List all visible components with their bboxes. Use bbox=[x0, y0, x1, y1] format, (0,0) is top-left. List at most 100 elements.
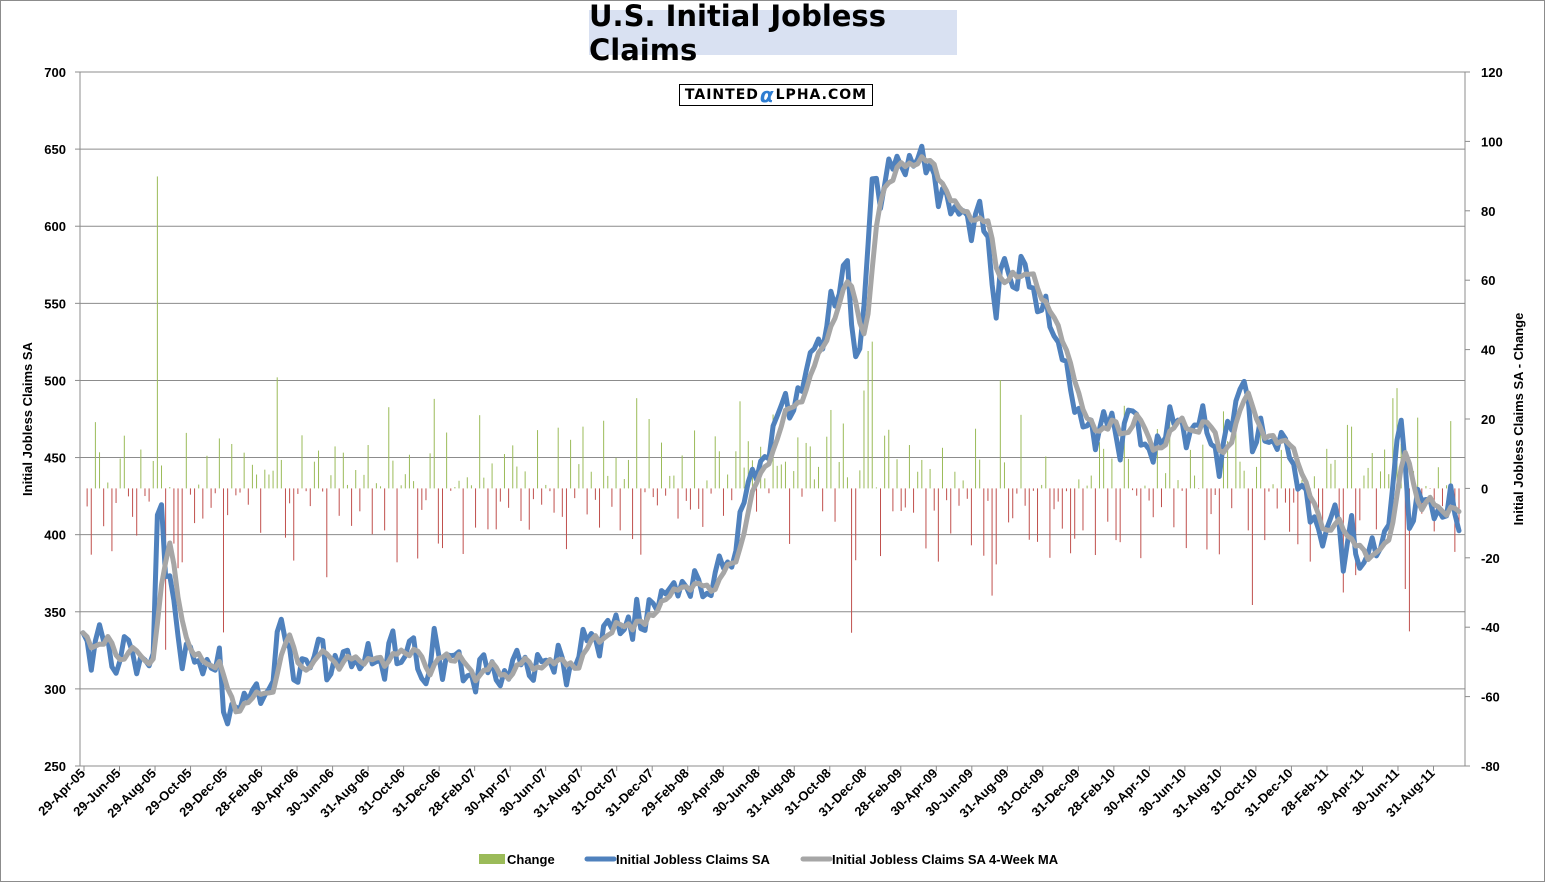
change-bar bbox=[983, 488, 985, 556]
change-bar bbox=[318, 450, 320, 489]
change-bar bbox=[764, 478, 766, 489]
change-bar bbox=[413, 481, 415, 489]
change-bar bbox=[710, 488, 712, 494]
y-right-tick-label: 100 bbox=[1481, 134, 1503, 149]
legend: Change Initial Jobless Claims SA Initial… bbox=[479, 852, 1059, 867]
change-bar bbox=[1082, 488, 1084, 531]
change-bar bbox=[417, 488, 419, 559]
change-bar bbox=[888, 429, 890, 489]
change-bar bbox=[830, 409, 832, 489]
change-bar bbox=[1152, 488, 1154, 518]
change-bar bbox=[937, 488, 939, 562]
change-bar bbox=[392, 460, 394, 489]
change-bar bbox=[1049, 488, 1051, 558]
change-bar bbox=[669, 475, 671, 489]
y-left-tick-label: 400 bbox=[44, 528, 66, 543]
axes-layer bbox=[75, 71, 1470, 771]
change-bar bbox=[520, 488, 522, 522]
watermark-logo: TAINTED α LPHA.COM bbox=[679, 83, 873, 107]
change-bar bbox=[1450, 421, 1452, 489]
change-bar bbox=[570, 439, 572, 489]
change-bar bbox=[1346, 424, 1348, 489]
change-bar bbox=[822, 488, 824, 512]
change-bar bbox=[268, 474, 270, 489]
change-bar bbox=[148, 488, 150, 502]
change-bar bbox=[739, 401, 741, 489]
change-bar bbox=[210, 488, 212, 508]
change-bar bbox=[768, 488, 770, 494]
change-bar bbox=[1326, 448, 1328, 489]
change-bar bbox=[1173, 488, 1175, 528]
change-bar bbox=[454, 487, 456, 489]
change-bar bbox=[756, 488, 758, 512]
change-bar bbox=[136, 488, 138, 536]
change-bar bbox=[884, 435, 886, 489]
change-bar bbox=[1107, 488, 1109, 522]
change-bar bbox=[375, 483, 377, 489]
change-bar bbox=[532, 488, 534, 500]
change-bar bbox=[247, 488, 249, 505]
change-bar bbox=[685, 488, 687, 501]
y-axis-left-title: Initial Jobless Claims SA bbox=[20, 341, 35, 495]
change-bar bbox=[842, 423, 844, 489]
change-bar bbox=[623, 479, 625, 489]
change-bar bbox=[640, 488, 642, 555]
chart-title: U.S. Initial Jobless Claims bbox=[589, 0, 886, 67]
change-bar bbox=[1437, 467, 1439, 489]
change-bar bbox=[144, 488, 146, 497]
change-bar bbox=[1210, 488, 1212, 515]
change-bar bbox=[698, 488, 700, 509]
change-bar bbox=[1458, 488, 1460, 526]
change-bar bbox=[855, 488, 857, 561]
change-bar bbox=[880, 488, 882, 557]
change-bar bbox=[301, 435, 303, 489]
change-bar bbox=[921, 459, 923, 489]
change-bar bbox=[578, 464, 580, 489]
change-bar bbox=[648, 419, 650, 489]
y-left-tick-label: 300 bbox=[44, 682, 66, 697]
change-bar bbox=[1322, 488, 1324, 527]
change-bar bbox=[1408, 488, 1410, 632]
change-bar bbox=[334, 446, 336, 489]
y-right-tick-label: 40 bbox=[1481, 343, 1495, 358]
ma-line bbox=[80, 154, 1462, 715]
change-bar bbox=[1177, 480, 1179, 489]
change-bar bbox=[1243, 470, 1245, 489]
change-bar bbox=[834, 488, 836, 522]
change-bar bbox=[1008, 488, 1010, 523]
change-bar bbox=[838, 462, 840, 489]
change-bar bbox=[396, 488, 398, 563]
change-bar bbox=[1020, 414, 1022, 489]
change-bar bbox=[487, 488, 489, 530]
change-bar bbox=[776, 465, 778, 489]
change-bar bbox=[495, 488, 497, 530]
change-bar bbox=[322, 488, 324, 492]
change-bar bbox=[962, 480, 964, 489]
y-right-tick-label: 0 bbox=[1481, 481, 1488, 496]
change-bar bbox=[636, 398, 638, 489]
change-bar bbox=[1342, 488, 1344, 593]
change-bar bbox=[1045, 456, 1047, 489]
change-bar bbox=[1289, 488, 1291, 532]
change-bar bbox=[908, 445, 910, 489]
change-bar bbox=[1037, 488, 1039, 542]
change-bar bbox=[867, 350, 869, 489]
y-right-tick-label: -60 bbox=[1481, 690, 1500, 705]
change-bar bbox=[574, 488, 576, 499]
change-bar bbox=[458, 480, 460, 489]
change-bar bbox=[218, 438, 220, 489]
y-right-tick-label: 80 bbox=[1481, 204, 1495, 219]
y-axis-right-title: Initial Jobless Claims SA - Change bbox=[1511, 313, 1526, 526]
change-bar bbox=[1165, 473, 1167, 489]
change-bar bbox=[1388, 474, 1390, 489]
change-bar bbox=[351, 488, 353, 526]
change-bar bbox=[1198, 488, 1200, 489]
change-bar bbox=[1099, 442, 1101, 489]
change-bar bbox=[276, 377, 278, 489]
change-bar bbox=[433, 398, 435, 489]
change-bar bbox=[1061, 488, 1063, 529]
change-bar bbox=[503, 454, 505, 489]
change-bar bbox=[367, 445, 369, 489]
change-bar bbox=[388, 407, 390, 489]
change-bar bbox=[1024, 488, 1026, 506]
